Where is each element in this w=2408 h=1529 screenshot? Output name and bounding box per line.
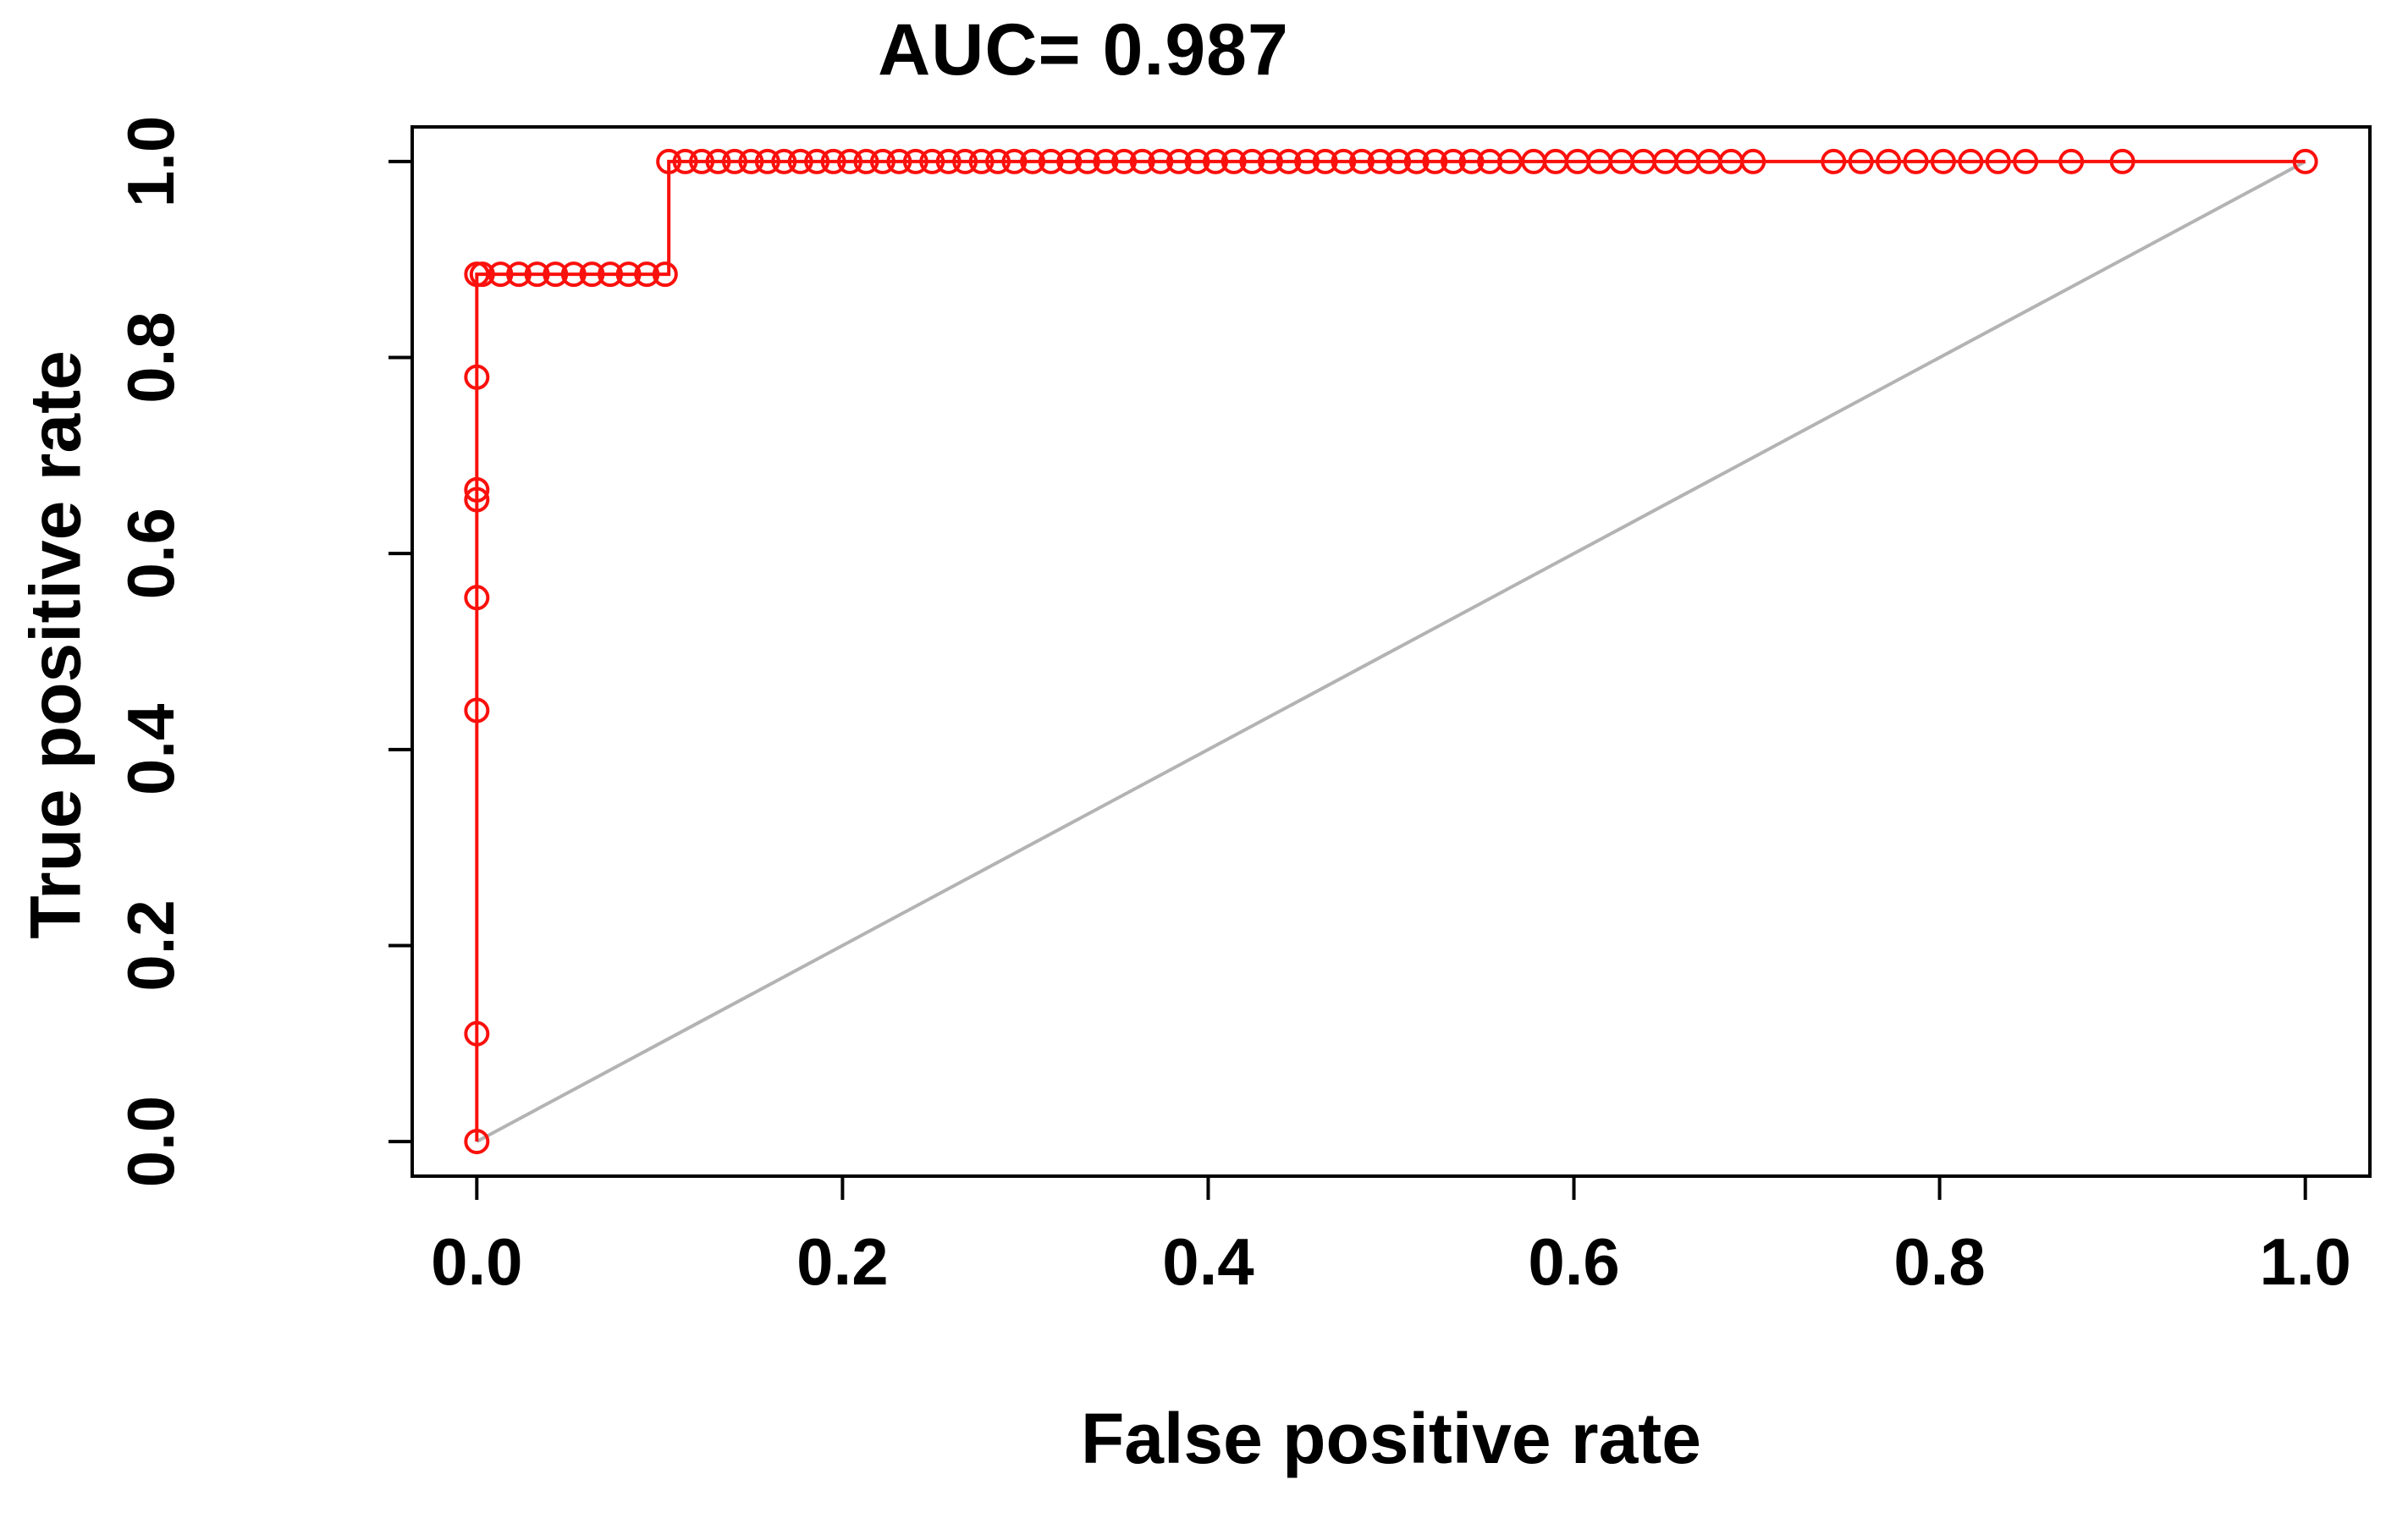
roc-marker: [985, 148, 1011, 174]
roc-marker: [464, 364, 490, 390]
roc-marker: [1848, 148, 1874, 174]
x-tick-label: 0.0: [431, 1224, 522, 1299]
y-tick-label: 0.4: [113, 704, 188, 795]
roc-marker: [1165, 148, 1192, 174]
roc-marker: [1221, 148, 1247, 174]
roc-marker: [1985, 148, 2011, 174]
roc-marker: [968, 148, 995, 174]
roc-marker: [1458, 148, 1485, 174]
roc-marker: [1876, 148, 1902, 174]
roc-marker: [1257, 148, 1283, 174]
roc-marker: [524, 261, 550, 288]
x-axis-label: False positive rate: [1081, 1399, 1701, 1478]
roc-marker: [820, 148, 846, 174]
roc-marker: [721, 148, 747, 174]
roc-marker: [1386, 148, 1412, 174]
roc-marker: [837, 148, 863, 174]
roc-marker: [652, 261, 678, 288]
roc-marker: [1074, 148, 1100, 174]
roc-marker: [1184, 148, 1210, 174]
roc-marker: [952, 148, 978, 174]
roc-marker: [1203, 148, 1229, 174]
roc-marker: [469, 261, 495, 288]
roc-marker: [579, 261, 605, 288]
roc-marker: [1440, 148, 1466, 174]
roc-marker: [1930, 148, 1956, 174]
roc-marker: [804, 148, 830, 174]
roc-marker: [1111, 148, 1138, 174]
y-tick-label: 0.6: [113, 508, 188, 599]
roc-marker: [1239, 148, 1265, 174]
roc-marker: [771, 148, 797, 174]
y-tick-label: 0.0: [113, 1096, 188, 1187]
roc-marker: [853, 148, 879, 174]
roc-marker: [1020, 148, 1046, 174]
roc-marker: [543, 261, 569, 288]
roc-marker: [464, 585, 490, 611]
y-tick-label: 1.0: [113, 116, 188, 207]
roc-marker: [1496, 148, 1523, 174]
chart-title: AUC= 0.987: [878, 9, 1289, 91]
roc-marker: [1093, 148, 1119, 174]
roc-marker: [2109, 148, 2135, 174]
roc-marker: [902, 148, 928, 174]
roc-marker: [615, 261, 642, 288]
roc-marker: [464, 1020, 490, 1047]
x-tick-label: 0.6: [1528, 1224, 1619, 1299]
roc-marker: [672, 148, 698, 174]
plot-border: [411, 125, 2372, 1178]
roc-marker: [869, 148, 895, 174]
roc-marker: [464, 487, 490, 513]
roc-marker: [919, 148, 945, 174]
roc-marker: [560, 261, 587, 288]
roc-marker: [488, 261, 514, 288]
roc-marker: [1403, 148, 1430, 174]
roc-marker: [598, 261, 624, 288]
roc-marker: [1056, 148, 1083, 174]
roc-marker: [1294, 148, 1320, 174]
roc-marker: [2058, 148, 2085, 174]
roc-marker: [464, 476, 490, 503]
roc-marker: [886, 148, 912, 174]
roc-marker: [634, 261, 660, 288]
roc-marker: [464, 697, 490, 723]
roc-marker: [1038, 148, 1064, 174]
roc-marker: [1348, 148, 1375, 174]
roc-marker: [1958, 148, 1984, 174]
roc-marker: [1129, 148, 1155, 174]
roc-marker: [689, 148, 715, 174]
roc-marker: [935, 148, 962, 174]
x-tick-label: 0.4: [1162, 1224, 1254, 1299]
roc-marker: [506, 261, 532, 288]
roc-marker: [787, 148, 813, 174]
roc-marker: [754, 148, 780, 174]
roc-marker: [1821, 148, 1847, 174]
roc-marker: [1001, 148, 1028, 174]
roc-marker: [2292, 148, 2318, 174]
x-tick-label: 0.8: [1893, 1224, 1985, 1299]
y-tick-label: 0.8: [113, 311, 188, 403]
roc-marker: [1477, 148, 1503, 174]
roc-marker: [1312, 148, 1338, 174]
y-tick-label: 0.2: [113, 899, 188, 991]
roc-marker: [705, 148, 731, 174]
roc-marker: [464, 1129, 490, 1155]
roc-marker: [1903, 148, 1929, 174]
roc-marker: [2013, 148, 2039, 174]
x-tick-label: 0.2: [796, 1224, 888, 1299]
roc-marker: [656, 148, 682, 174]
roc-marker: [1422, 148, 1448, 174]
x-tick-label: 1.0: [2259, 1224, 2350, 1299]
roc-marker: [1367, 148, 1393, 174]
roc-marker: [1148, 148, 1174, 174]
roc-marker: [1331, 148, 1357, 174]
chance-diagonal-line: [476, 160, 2306, 1143]
roc-marker: [1740, 148, 1766, 174]
roc-marker: [1276, 148, 1302, 174]
roc-marker: [738, 148, 764, 174]
